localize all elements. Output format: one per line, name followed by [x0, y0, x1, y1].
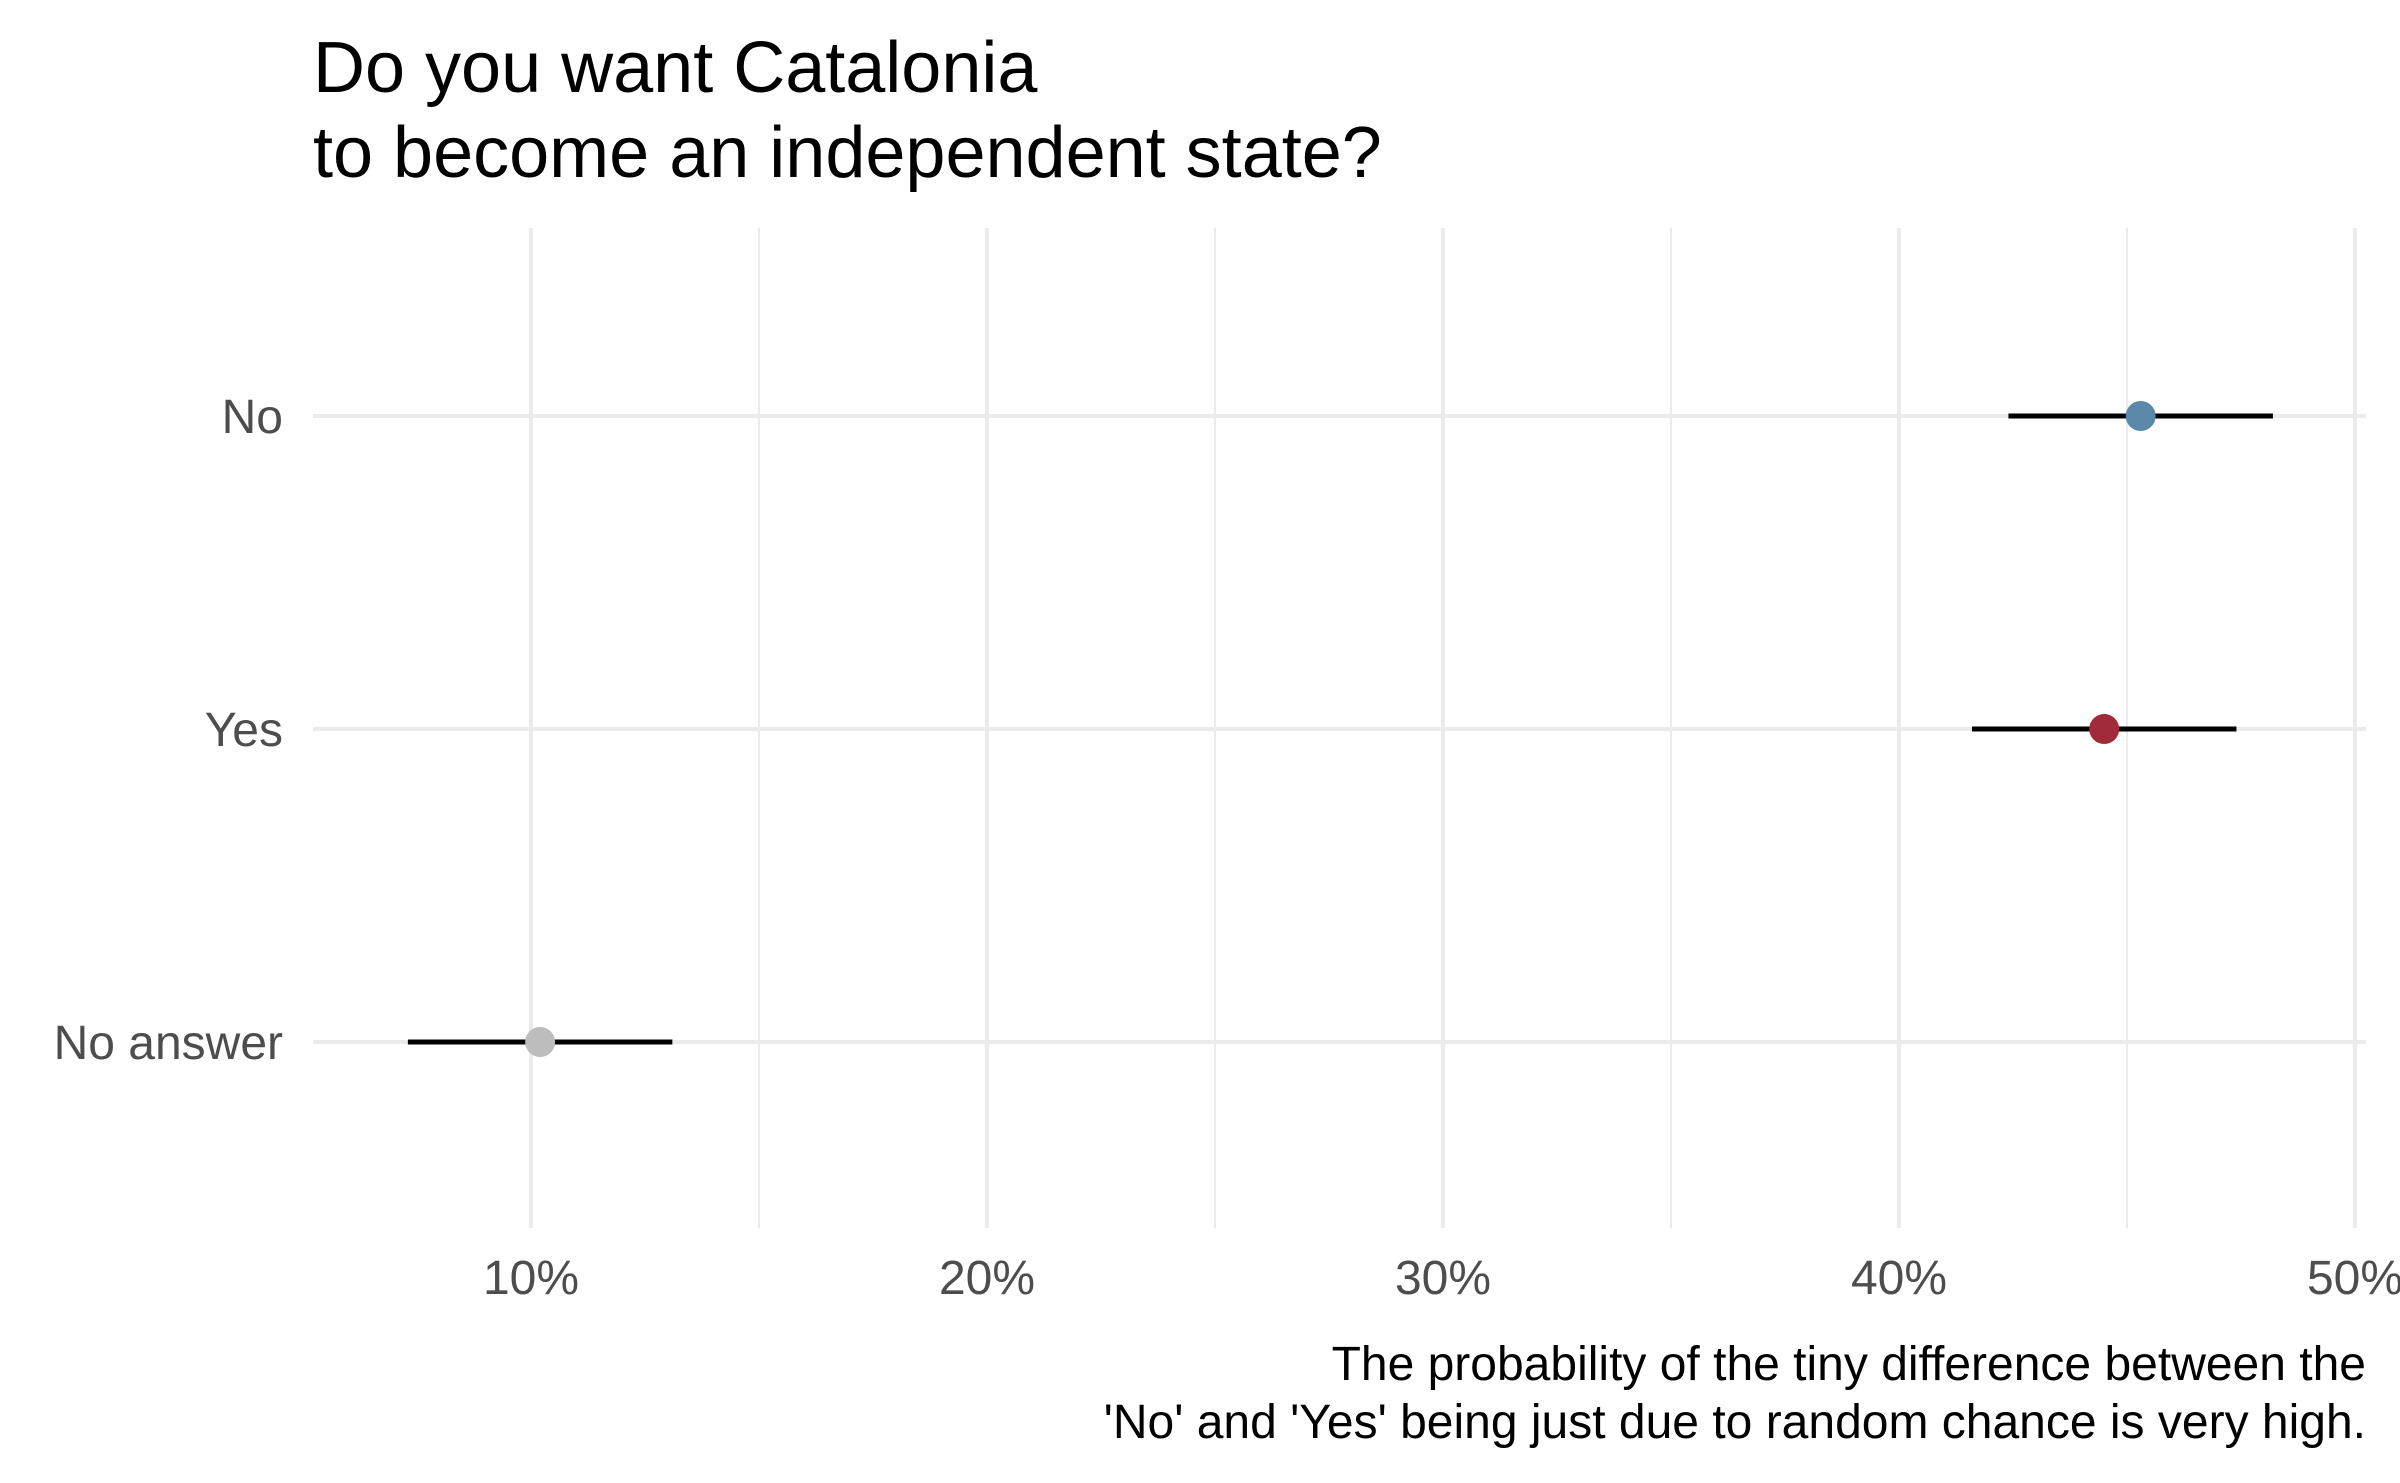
y-tick-label: No	[222, 391, 283, 444]
x-tick-label: 50%	[2307, 1252, 2400, 1305]
y-axis-tick-labels: No Yes No answer	[54, 391, 283, 1070]
y-tick-label: Yes	[205, 704, 283, 757]
y-tick-label: No answer	[54, 1017, 283, 1070]
chart-caption-line-1: The probability of the tiny difference b…	[1332, 1338, 2366, 1391]
chart-title: Do you want Catalonia to become an indep…	[313, 28, 1382, 193]
chart-caption: The probability of the tiny difference b…	[1104, 1338, 2366, 1449]
x-tick-label: 10%	[483, 1252, 579, 1305]
x-tick-label: 20%	[939, 1252, 1035, 1305]
data-point	[2125, 401, 2156, 431]
x-axis-tick-labels: 10% 20% 30% 40% 50%	[483, 1252, 2400, 1305]
chart-caption-line-2: 'No' and 'Yes' being just due to random …	[1104, 1396, 2366, 1449]
data-point	[525, 1027, 556, 1057]
data-point	[2089, 714, 2120, 744]
data-marks	[407, 401, 2273, 1057]
chart-title-line-2: to become an independent state?	[313, 113, 1382, 193]
x-tick-label: 40%	[1851, 1252, 1947, 1305]
chart-title-line-1: Do you want Catalonia	[313, 28, 1038, 108]
x-tick-label: 30%	[1395, 1252, 1491, 1305]
